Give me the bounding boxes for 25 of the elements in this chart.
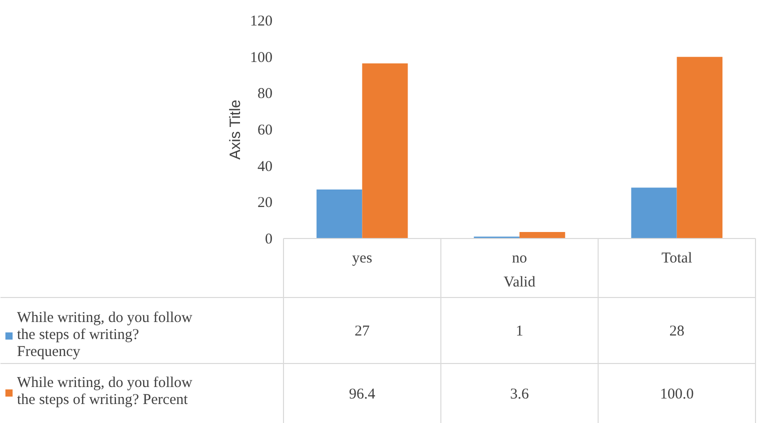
data-label: 27 — [354, 324, 370, 340]
bar — [316, 189, 362, 238]
x-tick-label: Total — [662, 250, 692, 266]
y-tick-label: 100 — [250, 50, 272, 66]
bar — [362, 63, 408, 238]
bar — [520, 232, 566, 238]
x-tick-label: yes — [352, 250, 372, 266]
data-label: 3.6 — [510, 386, 530, 402]
data-label: 100.0 — [660, 386, 694, 402]
y-tick-label: 40 — [258, 158, 272, 175]
bar — [676, 56, 722, 238]
bar — [631, 188, 677, 238]
x-tick-label: no — [512, 250, 527, 266]
y-tick-label: 20 — [258, 195, 272, 212]
legend-label: While writing, do you follow the steps of writing? Frequency — [17, 310, 192, 361]
data-label: 1 — [516, 324, 524, 340]
y-tick-label: 0 — [265, 232, 272, 248]
data-label: 28 — [669, 324, 684, 340]
data-label: 96.4 — [349, 386, 376, 402]
y-axis-title: Axis Title — [227, 100, 244, 160]
y-tick-label: 80 — [258, 86, 272, 102]
x-axis-title: Valid — [504, 274, 536, 290]
legend-label: While writing, do you follow the steps of writing? Percent — [17, 375, 192, 409]
y-tick-label: 120 — [250, 14, 272, 30]
y-tick-label: 60 — [258, 122, 272, 138]
